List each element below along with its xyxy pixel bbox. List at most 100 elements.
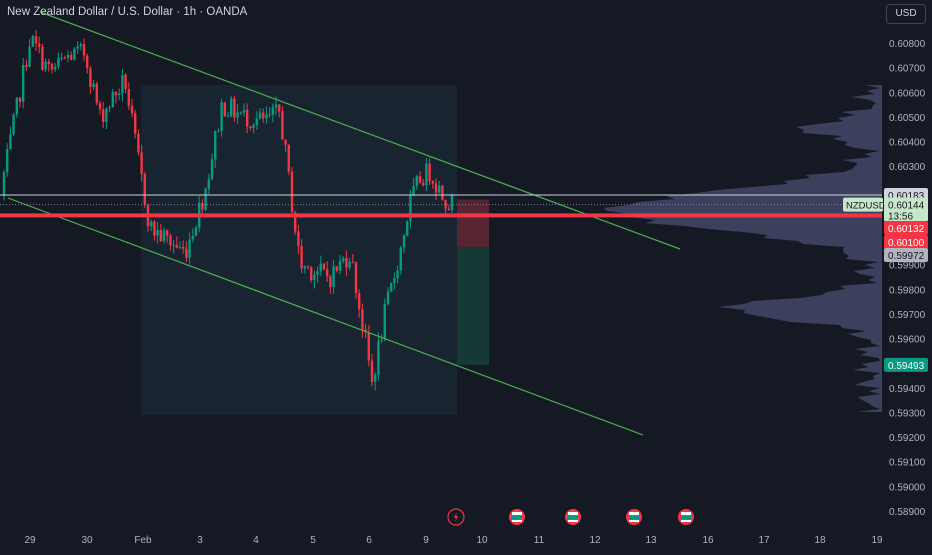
candle	[406, 220, 409, 237]
candle	[194, 225, 198, 237]
candle-body	[2, 172, 6, 196]
candle	[137, 129, 140, 156]
candle	[345, 250, 348, 276]
candle	[342, 256, 345, 264]
candle	[130, 98, 134, 118]
candle-body	[22, 64, 25, 102]
candle	[28, 39, 31, 68]
take-profit-zone[interactable]	[457, 246, 489, 365]
channel-lower-line[interactable]	[7, 197, 644, 436]
candle-body	[361, 309, 364, 330]
price-tag-target[interactable]: 0.59493	[884, 357, 928, 372]
time-axis-label: 5	[310, 535, 316, 546]
candle-body	[41, 46, 44, 70]
candle-body	[89, 68, 92, 87]
price-tag-stop-text: 0.60132	[888, 224, 925, 235]
candle-body	[73, 48, 76, 60]
candle	[418, 171, 422, 184]
price-axis-tick: 0.59000	[889, 482, 926, 493]
candle	[92, 79, 95, 91]
candle-body	[178, 246, 182, 248]
price-tag-target-text: 0.59493	[888, 361, 925, 372]
candle	[402, 234, 406, 254]
candle-body	[220, 102, 223, 131]
channel-upper-line[interactable]	[39, 11, 681, 250]
candle-body	[438, 185, 441, 193]
candle-body	[412, 185, 415, 195]
event-marker[interactable]	[509, 509, 525, 525]
currency-button[interactable]: USD	[886, 4, 926, 24]
price-tag-stop[interactable]: 0.60132	[884, 221, 928, 235]
candle-body	[406, 221, 409, 236]
price-tag-key-level-text: 0.60100	[888, 238, 925, 249]
candle	[431, 180, 434, 189]
candle	[399, 245, 402, 275]
price-axis-tick: 0.60600	[889, 88, 926, 99]
candle	[428, 158, 431, 186]
candle	[73, 46, 76, 61]
candle-body	[425, 163, 428, 186]
candle	[118, 88, 121, 101]
flag-stripe	[629, 512, 639, 515]
candle	[124, 72, 127, 94]
candle	[422, 179, 425, 187]
candle	[204, 187, 207, 212]
candle-body	[156, 229, 159, 236]
candle	[415, 174, 418, 190]
candle	[121, 68, 124, 102]
event-marker[interactable]	[447, 508, 465, 526]
time-axis-label: 29	[24, 535, 36, 546]
time-axis-label: 12	[589, 535, 601, 546]
price-axis-tick: 0.59600	[889, 335, 926, 346]
candle	[191, 228, 194, 243]
candle-body	[303, 266, 306, 269]
candle-body	[262, 112, 265, 119]
candle-body	[98, 103, 102, 110]
price-tag-entry[interactable]: 0.59972	[884, 248, 928, 262]
candle	[239, 111, 242, 116]
candle-body	[86, 55, 89, 69]
candle-body	[441, 185, 444, 200]
candle-body	[134, 113, 137, 134]
candle	[367, 324, 370, 367]
candle-body	[76, 46, 79, 49]
candle	[287, 144, 290, 176]
candle	[284, 139, 287, 152]
symbol-tag[interactable]: NZDUSD	[843, 197, 886, 212]
candle-body	[294, 212, 297, 232]
candle	[70, 51, 73, 61]
candle	[111, 88, 114, 108]
candle-body	[300, 246, 303, 269]
candle-body	[102, 109, 105, 122]
candle-body	[12, 114, 15, 135]
event-marker[interactable]	[678, 509, 694, 525]
candle	[22, 57, 25, 109]
candle	[326, 261, 329, 283]
price-tag-key-level[interactable]: 0.60100	[884, 235, 928, 249]
flag-stripe	[512, 512, 522, 515]
candle	[447, 204, 450, 211]
candle-body	[34, 36, 38, 44]
candle	[214, 130, 217, 168]
candle	[246, 103, 249, 133]
key-level-line[interactable]	[0, 213, 882, 218]
candle	[383, 298, 386, 342]
candle	[377, 332, 380, 381]
candle-body	[121, 74, 124, 94]
flag-stripe	[512, 520, 522, 522]
event-marker[interactable]	[626, 509, 642, 525]
candle	[108, 105, 111, 113]
candle-body	[217, 130, 220, 132]
candle-body	[367, 332, 370, 361]
candle-body	[28, 46, 31, 67]
stop-loss-zone[interactable]	[457, 199, 489, 247]
candle	[134, 109, 137, 139]
price-tag-entry-text: 0.59972	[888, 251, 925, 262]
candle	[223, 101, 226, 117]
candle-body	[271, 107, 274, 115]
candle-body	[390, 282, 393, 292]
event-marker[interactable]	[565, 509, 581, 525]
